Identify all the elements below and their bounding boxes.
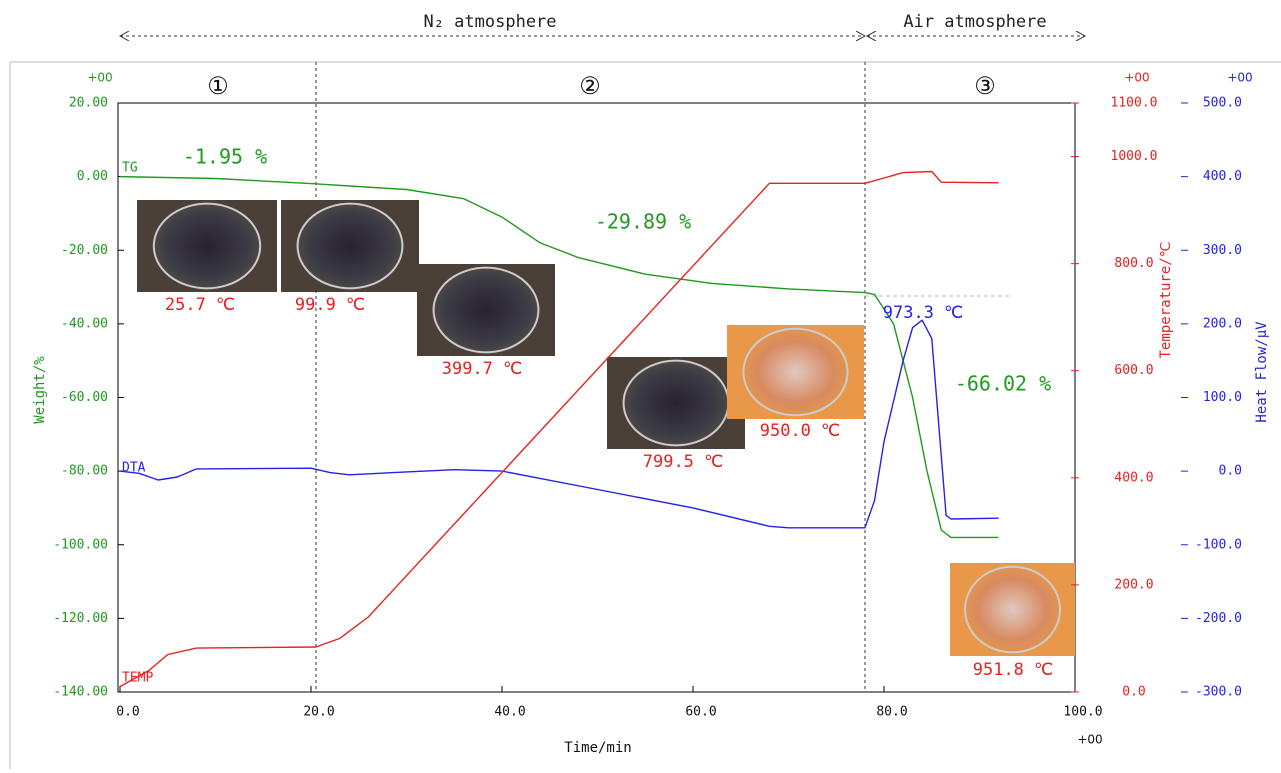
x-tick-label: 40.0 — [494, 705, 525, 720]
curve-label: TG — [122, 161, 138, 176]
temperature-label: 973.3 ℃ — [883, 303, 964, 323]
mass-loss-label: -1.95 % — [183, 145, 267, 169]
axis-exponent: +00 — [1077, 733, 1102, 747]
y3-tick-label: 300.0 — [1203, 243, 1242, 258]
temperature-label: 951.8 ℃ — [973, 660, 1054, 680]
y3-tick-label: 500.0 — [1203, 96, 1242, 111]
x-tick-label: 0.0 — [116, 705, 139, 720]
mass-loss-label: -29.89 % — [595, 210, 691, 234]
photo-dish — [743, 329, 847, 415]
y3-tick-label: -200.0 — [1195, 611, 1242, 626]
y-tick-label: -20.00 — [61, 243, 108, 258]
y2-axis-label: Temperature/℃ — [1158, 242, 1174, 359]
y3-tick-label: -100.0 — [1195, 537, 1242, 552]
y2-tick-label: 0.0 — [1122, 685, 1145, 700]
photo-dish — [965, 567, 1060, 653]
region-label: N₂ atmosphere — [423, 12, 556, 32]
y2-tick-label: 1000.0 — [1111, 149, 1158, 164]
y3-tick-label: 100.0 — [1203, 390, 1242, 405]
curve-label: DTA — [122, 461, 146, 476]
photo-dish — [298, 204, 403, 289]
curve-label: TEMP — [122, 671, 153, 686]
photo-dish — [624, 361, 729, 446]
y-tick-label: -40.00 — [61, 316, 108, 331]
y2-tick-label: 600.0 — [1114, 363, 1153, 378]
x-tick-label: 60.0 — [685, 705, 716, 720]
y2-tick-label: 800.0 — [1114, 256, 1153, 271]
stage-label: ③ — [974, 72, 996, 100]
y3-tick-label: 200.0 — [1203, 316, 1242, 331]
temperature-label: 25.7 ℃ — [165, 295, 235, 315]
sample-photos — [137, 200, 1075, 656]
y2-tick-label: 200.0 — [1114, 577, 1153, 592]
y-tick-label: -120.00 — [53, 611, 108, 626]
temperature-label: 99.9 ℃ — [295, 295, 365, 315]
y-tick-label: 20.00 — [69, 96, 108, 111]
mass-loss-label: -66.02 % — [955, 372, 1051, 396]
photo-dish — [154, 204, 260, 289]
temperature-label: 950.0 ℃ — [760, 421, 841, 441]
series-line — [120, 320, 999, 528]
temperature-label: 799.5 ℃ — [643, 452, 724, 472]
axis-exponent: +00 — [87, 71, 112, 85]
chart: N₂ atmosphere Air atmosphere ① ② ③ +00 +… — [0, 0, 1281, 769]
region-label: Air atmosphere — [903, 12, 1046, 32]
y-tick-label: -140.00 — [53, 685, 108, 700]
y-tick-label: -80.00 — [61, 464, 108, 479]
y-tick-label: 0.00 — [77, 169, 108, 184]
y2-tick-label: 400.0 — [1114, 470, 1153, 485]
stage-label: ② — [579, 72, 601, 100]
y3-tick-label: -300.0 — [1195, 685, 1242, 700]
y3-tick-label: 400.0 — [1203, 169, 1242, 184]
y-tick-label: -100.00 — [53, 537, 108, 552]
photo-dish — [434, 268, 539, 353]
y-axis-label: Weight/% — [32, 356, 48, 424]
axis-exponent: +00 — [1227, 71, 1252, 85]
x-tick-label: 100.0 — [1063, 705, 1102, 720]
y3-axis-label: Heat Flow/μV — [1254, 321, 1270, 423]
y-tick-label: -60.00 — [61, 390, 108, 405]
y3-tick-label: 0.0 — [1219, 464, 1242, 479]
stage-label: ① — [207, 72, 229, 100]
x-tick-label: 20.0 — [303, 705, 334, 720]
plot-frame — [118, 103, 1075, 692]
axis-exponent: +00 — [1124, 71, 1149, 85]
x-axis-label: Time/min — [564, 740, 631, 756]
temperature-label: 399.7 ℃ — [442, 359, 523, 379]
x-tick-label: 80.0 — [876, 705, 907, 720]
y2-tick-label: 1100.0 — [1111, 96, 1158, 111]
